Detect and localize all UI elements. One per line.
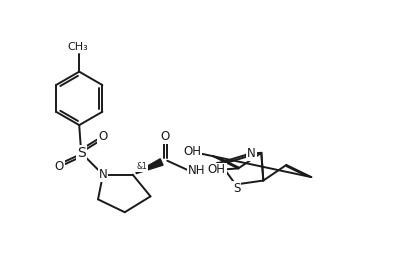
Text: CH₃: CH₃ xyxy=(68,42,88,52)
Polygon shape xyxy=(136,159,163,173)
Text: O: O xyxy=(161,130,170,144)
Text: O: O xyxy=(55,160,64,173)
Text: N: N xyxy=(247,147,256,160)
Text: O: O xyxy=(98,130,107,144)
Text: OH: OH xyxy=(208,164,226,176)
Text: N: N xyxy=(99,168,107,181)
Text: &1: &1 xyxy=(137,162,147,171)
Text: OH: OH xyxy=(183,145,201,158)
Text: S: S xyxy=(233,182,240,195)
Text: S: S xyxy=(77,146,86,160)
Text: NH: NH xyxy=(188,164,206,177)
